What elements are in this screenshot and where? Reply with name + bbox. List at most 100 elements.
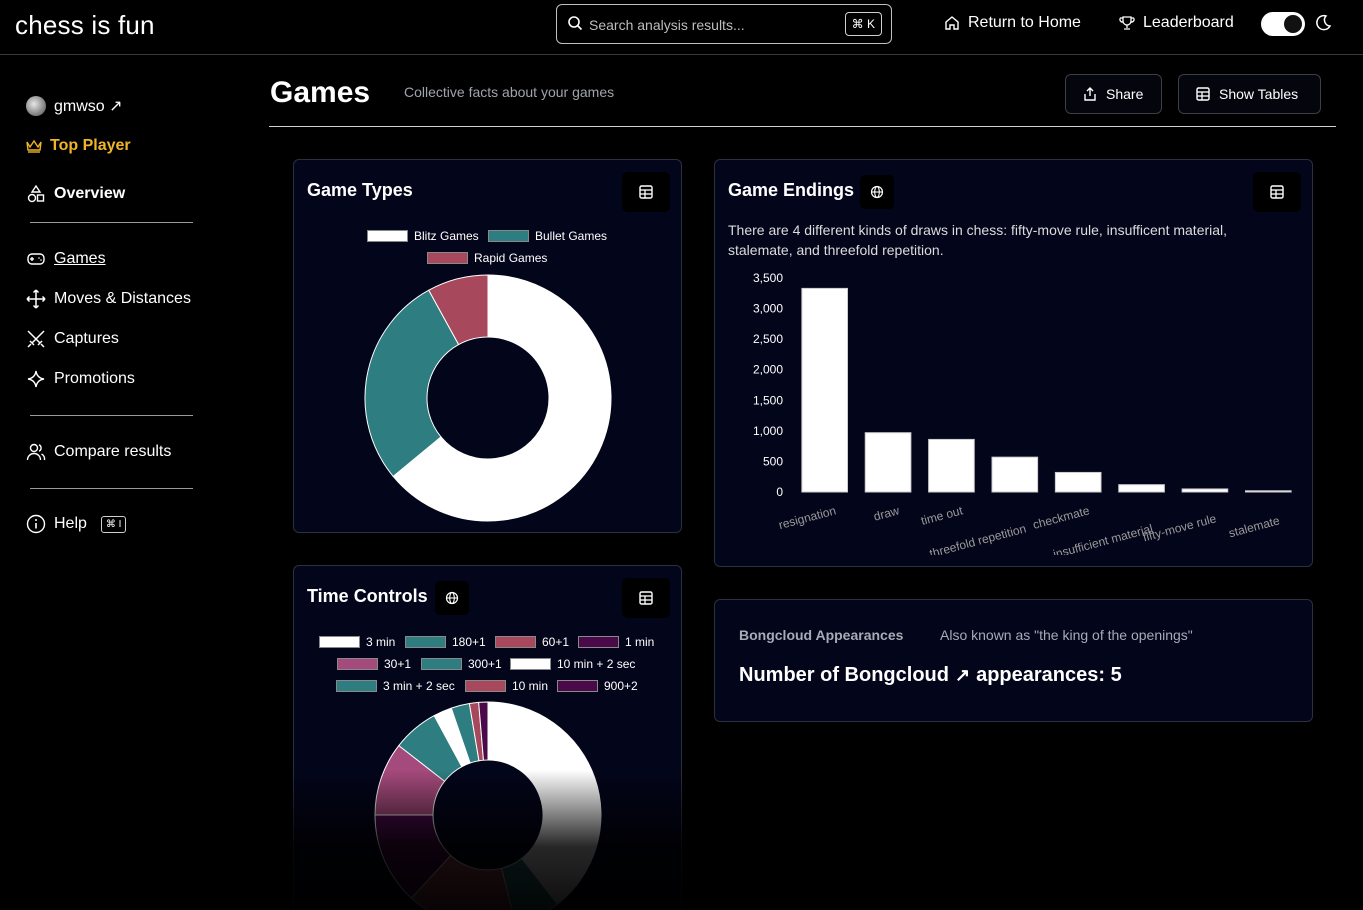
brand-logo[interactable]: chess is fun	[15, 10, 155, 40]
info-globe-button[interactable]	[435, 581, 469, 615]
leaderboard-label: Leaderboard	[1143, 14, 1234, 31]
x-tick-label: draw	[872, 503, 901, 523]
legend-item[interactable]: 60+1	[495, 635, 569, 649]
pie-slice-blitz-games[interactable]	[392, 274, 612, 522]
sidebar-item-help[interactable]: Help ⌘ I	[26, 514, 127, 534]
sidebar-item-label: Moves & Distances	[54, 290, 191, 307]
moon-icon	[1316, 14, 1332, 31]
legend-item[interactable]: Bullet Games	[488, 229, 607, 243]
table-view-button[interactable]	[1253, 172, 1301, 212]
legend-swatch	[319, 636, 360, 648]
bongcloud-subtitle: Also known as "the king of the openings"	[940, 627, 1193, 643]
show-tables-label: Show Tables	[1219, 86, 1299, 102]
gamepad-icon	[27, 253, 45, 265]
legend-label: 60+1	[542, 635, 570, 649]
crossed-swords-icon	[27, 330, 45, 348]
table-view-button[interactable]	[622, 172, 670, 212]
bar-fifty-move-rule[interactable]	[1181, 488, 1229, 493]
bar-resignation[interactable]	[801, 287, 849, 493]
card-title: Game Types	[307, 180, 413, 200]
bar-stalemate[interactable]	[1244, 490, 1292, 493]
x-tick-label: resignation	[777, 503, 837, 532]
bongcloud-link[interactable]: Number of Bongcloud	[739, 664, 949, 686]
table-icon	[639, 185, 653, 199]
sidebar-item-label: Promotions	[54, 370, 135, 387]
time-controls-doughnut	[374, 701, 602, 910]
game-endings-bar-chart: 0 500 1,000 1,500 2,000 2,500 3,000 3,500 resign…	[753, 271, 1292, 555]
sidebar-item-games[interactable]: Games	[26, 249, 106, 269]
sidebar-item-promotions[interactable]: Promotions	[26, 369, 135, 389]
x-tick-label: checkmate	[1031, 503, 1091, 532]
help-label: Help	[54, 515, 87, 532]
time-controls-card: Time Controls 3 min 180+1 60+1 1 min 30+…	[293, 565, 682, 910]
x-tick-label: fifty-move rule	[1141, 511, 1218, 544]
y-tick-label: 0	[776, 485, 783, 499]
bar-checkmate[interactable]	[1054, 471, 1102, 493]
y-tick-label: 2,000	[753, 363, 783, 377]
legend-item[interactable]: 30+1	[337, 657, 411, 671]
sidebar-item-compare[interactable]: Compare results	[26, 442, 171, 462]
sidebar-item-moves[interactable]: Moves & Distances	[26, 289, 191, 309]
legend-item[interactable]: Blitz Games	[367, 229, 479, 243]
legend-item[interactable]: 900+2	[557, 679, 638, 693]
legend-swatch	[421, 658, 462, 670]
pie-slice-bullet-games[interactable]	[364, 289, 460, 478]
legend-item[interactable]: 10 min	[465, 679, 548, 693]
return-home-link[interactable]: Return to Home	[944, 14, 1081, 32]
avatar	[26, 96, 46, 116]
legend-item[interactable]: 1 min	[578, 635, 654, 649]
legend-label: 300+1	[468, 657, 502, 671]
user-profile-link[interactable]: gmwso ↗	[26, 96, 123, 116]
divider	[30, 488, 193, 489]
search-icon	[568, 16, 583, 31]
bar-threefold-repetition[interactable]	[991, 456, 1039, 493]
page-subtitle: Collective facts about your games	[404, 84, 615, 100]
top-player-label: Top Player	[50, 137, 131, 154]
bar-time-out[interactable]	[928, 438, 975, 493]
info-globe-button[interactable]	[860, 175, 894, 209]
legend-label: 30+1	[384, 657, 412, 671]
legend-label: 1 min	[625, 635, 655, 649]
show-tables-button[interactable]: Show Tables	[1178, 74, 1321, 114]
home-icon	[945, 16, 959, 30]
search-input[interactable]: Search analysis results... ⌘ K	[556, 4, 892, 44]
sparkle-icon	[27, 370, 45, 388]
pie-slice-900-2[interactable]	[478, 701, 489, 761]
y-tick-label: 3,500	[753, 271, 783, 285]
sidebar-item-captures[interactable]: Captures	[26, 329, 119, 349]
overview-label: Overview	[54, 185, 126, 202]
theme-toggle[interactable]	[1261, 12, 1305, 36]
legend-label: 3 min	[366, 635, 396, 649]
sidebar-item-label: Games	[54, 250, 106, 267]
share-icon	[1084, 87, 1096, 101]
leaderboard-link[interactable]: Leaderboard	[1119, 14, 1234, 32]
table-icon	[1270, 185, 1284, 199]
legend-item[interactable]: 3 min	[319, 635, 395, 649]
bar-insufficient-material[interactable]	[1118, 484, 1165, 493]
trophy-icon	[1119, 16, 1135, 30]
bongcloud-count: Number of Bongcloud ↗ appearances: 5	[739, 664, 1122, 687]
pie-slice-rapid-games[interactable]	[428, 274, 489, 346]
legend-swatch	[465, 680, 506, 692]
table-view-button[interactable]	[622, 578, 670, 618]
table-icon	[639, 591, 653, 605]
legend-item[interactable]: 180+1	[405, 635, 486, 649]
globe-icon	[445, 591, 459, 605]
sidebar-item-overview[interactable]: Overview	[26, 184, 125, 204]
legend-swatch	[405, 636, 446, 648]
legend-label: Bullet Games	[535, 229, 608, 243]
external-link-icon: ↗	[954, 665, 971, 685]
bongcloud-count-text: appearances: 5	[976, 664, 1122, 686]
legend-item[interactable]: 300+1	[421, 657, 502, 671]
legend-item[interactable]: 10 min + 2 sec	[510, 657, 635, 671]
bar-draw[interactable]	[864, 432, 912, 493]
legend-item[interactable]: 3 min + 2 sec	[336, 679, 455, 693]
legend-item[interactable]: Rapid Games	[427, 251, 547, 265]
legend-label: Blitz Games	[414, 229, 479, 243]
y-tick-label: 1,000	[753, 424, 783, 438]
game-types-doughnut	[364, 274, 612, 522]
x-tick-label: stalemate	[1227, 513, 1281, 540]
toggle-knob	[1284, 15, 1302, 33]
share-button[interactable]: Share	[1065, 74, 1162, 114]
x-tick-label: threefold repetition	[928, 521, 1028, 555]
